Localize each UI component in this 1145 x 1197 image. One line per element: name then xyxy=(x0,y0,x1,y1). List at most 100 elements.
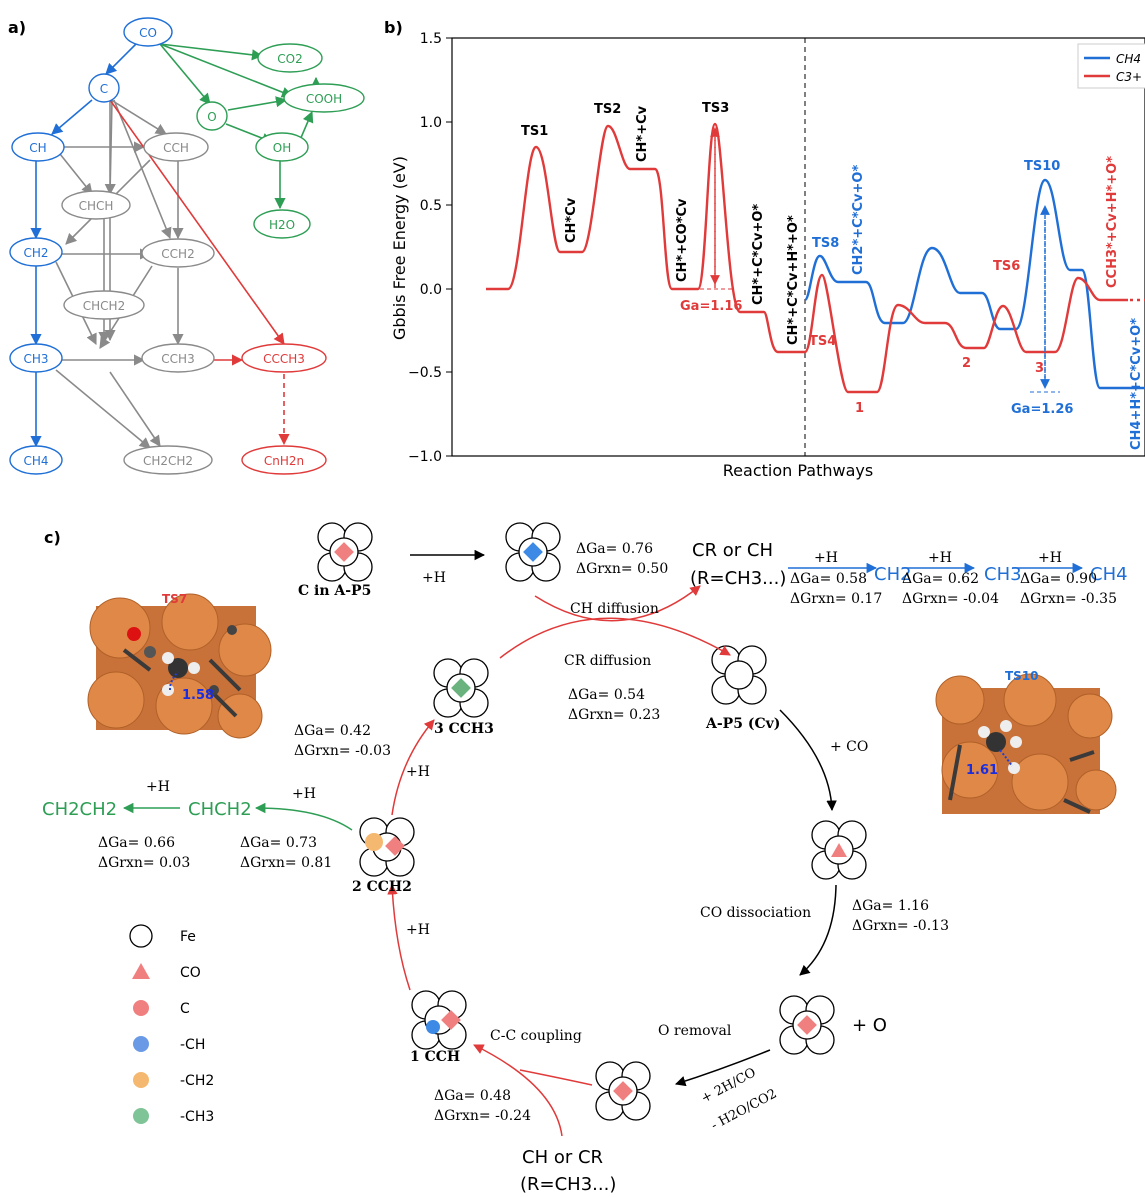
label-ts4: TS4 xyxy=(809,334,836,349)
cluster-cch3 xyxy=(433,658,489,718)
label-plus-h-i1: +H xyxy=(406,922,430,938)
node-chch2 xyxy=(63,290,145,320)
y-axis-label: Gbbis Free Energy (eV) xyxy=(390,156,409,340)
legend-fe-symbol xyxy=(129,924,153,948)
node-c-label: C xyxy=(100,82,108,96)
node-o xyxy=(196,101,228,131)
ytick-label: −0.5 xyxy=(408,365,442,381)
first-dga: ΔGa= 0.76 xyxy=(576,541,653,557)
node-cch2 xyxy=(141,238,215,268)
cluster-ap5-cv xyxy=(711,645,767,705)
node-ch-label: CH xyxy=(29,141,46,155)
label-plus-h-i2: +H xyxy=(406,764,430,780)
node-cooh-label: COOH xyxy=(306,92,342,106)
cluster-cch2 xyxy=(359,817,415,877)
label-cr-or-ch: CR or CH xyxy=(692,540,773,561)
label-state-3: 3 xyxy=(1035,361,1044,376)
panel-label-a: a) xyxy=(8,18,26,37)
cc-dgrxn: ΔGrxn= -0.24 xyxy=(434,1108,531,1124)
hydro-1-dgrxn: ΔGrxn= 0.17 xyxy=(790,591,882,607)
catalytic-cycle: C in A-P5 +H ΔGa= 0.76 ΔGrxn= 0.50 CR or… xyxy=(42,522,1128,1195)
label-c-in-ap5: C in A-P5 xyxy=(298,583,371,599)
legend-c-label: C xyxy=(180,1001,190,1017)
hydro-3-dga: ΔGa= 0.90 xyxy=(1020,571,1097,587)
label-r-ch3-bottom: (R=CH3...) xyxy=(520,1174,616,1195)
species-legend: Fe CO C -CH -CH2 -CH3 xyxy=(129,924,214,1125)
ts10-structure-image: 1.61 xyxy=(935,673,1117,814)
ytick-label: 1.5 xyxy=(420,31,442,47)
cluster-c-bottom xyxy=(595,1061,651,1121)
cluster-co xyxy=(811,820,867,880)
x-axis-label: Reaction Pathways xyxy=(723,461,873,480)
node-ch2-label: CH2 xyxy=(23,246,48,260)
hydro-1-dga: ΔGa= 0.58 xyxy=(790,571,867,587)
legend-co-label: CO xyxy=(180,965,201,981)
label-plus-co: + CO xyxy=(830,739,868,755)
legend-ch-label: -CH xyxy=(180,1037,205,1053)
label-ga-red: Ga=1.16 xyxy=(680,299,742,314)
label-state-2: 2 xyxy=(962,356,971,371)
chart-legend: CH4 C3+ xyxy=(1077,43,1145,89)
label-plus-o: + O xyxy=(852,1015,887,1036)
label-state-1: 1 xyxy=(855,401,864,416)
node-ch2ch2-label: CH2CH2 xyxy=(143,454,193,468)
legend-fe-label: Fe xyxy=(180,929,196,945)
label-ts6: TS6 xyxy=(993,259,1020,274)
i3-dga: ΔGa= 0.42 xyxy=(294,723,371,739)
ts7-title: TS7 xyxy=(162,592,187,606)
node-co2 xyxy=(257,43,323,73)
ts10-distance: 1.61 xyxy=(966,763,998,778)
label-cc-coupling: C-C coupling xyxy=(490,1028,582,1044)
cr-dgrxn: ΔGrxn= 0.23 xyxy=(568,707,660,723)
label-ch3-product: CH3 xyxy=(984,564,1022,585)
label-ts1: TS1 xyxy=(521,124,548,139)
panel-label-c: c) xyxy=(44,528,61,547)
cluster-c-in-ap5 xyxy=(317,522,373,582)
ytick-label: 0.5 xyxy=(420,198,442,214)
node-ccch3-label: CCCH3 xyxy=(263,352,305,366)
i2-dga: ΔGa= 0.73 xyxy=(240,835,317,851)
label-ch-or-cr: CH or CR xyxy=(522,1147,603,1168)
node-h2o-label: H2O xyxy=(269,218,295,232)
i2-dgrxn: ΔGrxn= 0.81 xyxy=(240,855,332,871)
series-ch4 xyxy=(803,178,1145,390)
ts10-title: TS10 xyxy=(1005,669,1039,683)
first-dgrxn: ΔGrxn= 0.50 xyxy=(576,561,668,577)
node-cch3-grey-label: CCH3 xyxy=(161,352,194,366)
legend-ch4: CH4 xyxy=(1116,52,1141,66)
node-cooh xyxy=(283,83,365,113)
label-i2-cch2: 2 CCH2 xyxy=(352,879,412,895)
label-plus-h-chch2: +H xyxy=(292,786,316,802)
node-chch xyxy=(61,190,131,220)
ytick-label: 1.0 xyxy=(420,115,442,131)
chch2-dga: ΔGa= 0.66 xyxy=(98,835,175,851)
reaction-network: CO C CH CH2 CH3 CH4 CO2 O COOH OH H2O CC… xyxy=(9,17,365,475)
label-ch4-product: CH4 xyxy=(1090,564,1128,585)
node-cnh2n-label: CnH2n xyxy=(264,454,304,468)
legend-co-symbol xyxy=(132,963,150,979)
label-ch4-state: CH4+H*+C*Cv+O* xyxy=(1129,318,1144,450)
ts7-distance: 1.58 xyxy=(182,688,214,703)
label-chch2-product: CHCH2 xyxy=(188,799,252,820)
node-o-label: O xyxy=(207,110,216,124)
label-ts8: TS8 xyxy=(812,236,839,251)
node-chch-label: CHCH xyxy=(79,199,114,213)
label-plus-h-2: +H xyxy=(928,550,952,566)
energy-profile-chart: 1.5 1.0 0.5 0.0 −0.5 −1.0 Gbbis Free Ene… xyxy=(390,31,1145,480)
label-plus-h-top: +H xyxy=(422,570,446,586)
node-oh-label: OH xyxy=(273,141,291,155)
legend-ch2-symbol xyxy=(133,1072,149,1088)
node-ch3-label: CH3 xyxy=(23,352,48,366)
label-ch-diffusion: CH diffusion xyxy=(570,601,659,617)
ts7-structure-image: 1.58 xyxy=(87,593,272,739)
chch2-dgrxn: ΔGrxn= 0.03 xyxy=(98,855,190,871)
node-c xyxy=(88,73,120,103)
label-i3-cch3: 3 CCH3 xyxy=(434,721,494,737)
label-ga-blue: Ga=1.26 xyxy=(1011,402,1073,417)
label-chcocv: CH*+CO*Cv xyxy=(675,198,690,282)
label-chcvho: CH*+C*Cv+H*+O* xyxy=(786,215,801,345)
node-ccch3 xyxy=(241,343,327,373)
label-chcvo: CH*+C*Cv+O* xyxy=(751,204,766,305)
node-ch4 xyxy=(9,445,63,475)
i3-dgrxn: ΔGrxn= -0.03 xyxy=(294,743,391,759)
